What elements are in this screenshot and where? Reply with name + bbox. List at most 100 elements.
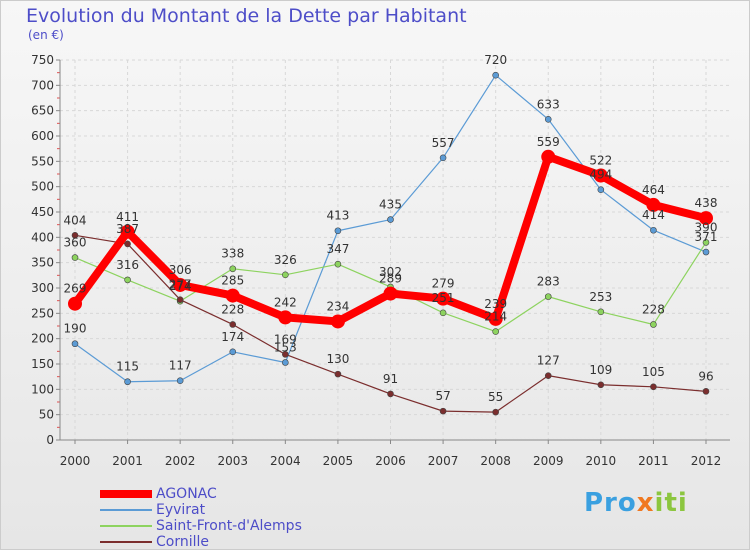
data-point-saint-front-d-alemps [334, 260, 342, 268]
data-label-cornille: 169 [274, 332, 297, 346]
legend-swatch-eyvirat [100, 509, 152, 511]
x-tick-label: 2009 [533, 454, 564, 468]
data-label-saint-front-d-alemps: 283 [537, 275, 560, 289]
data-label-eyvirat: 117 [169, 359, 192, 373]
y-tick-label: 500 [31, 180, 54, 194]
data-point-agonac [68, 296, 82, 311]
x-tick-label: 2003 [217, 454, 248, 468]
data-label-agonac: 289 [379, 272, 402, 286]
y-tick-label: 550 [31, 154, 54, 168]
data-point-eyvirat [71, 340, 79, 348]
data-label-saint-front-d-alemps: 338 [221, 247, 244, 261]
y-tick-label: 250 [31, 306, 54, 320]
data-point-saint-front-d-alemps [492, 328, 499, 335]
data-point-agonac [541, 149, 556, 164]
y-tick-label: 400 [31, 230, 54, 244]
data-point-eyvirat [702, 248, 710, 256]
chart-title: Evolution du Montant de la Dette par Hab… [26, 5, 467, 27]
y-tick-label: 300 [31, 281, 54, 295]
data-label-agonac: 242 [274, 295, 297, 309]
y-tick-label: 750 [31, 53, 54, 67]
data-label-eyvirat: 435 [379, 198, 402, 212]
x-tick-label: 2000 [60, 454, 91, 468]
data-point-agonac [330, 314, 345, 329]
logo-part-1: Pro [584, 488, 637, 518]
data-label-agonac: 285 [221, 274, 244, 288]
data-point-eyvirat [492, 71, 499, 79]
data-label-cornille: 387 [116, 222, 139, 236]
data-label-agonac: 411 [116, 210, 139, 224]
y-tick-label: 450 [31, 205, 54, 219]
data-label-cornille: 55 [488, 390, 503, 404]
data-point-eyvirat [387, 216, 394, 223]
data-label-saint-front-d-alemps: 390 [695, 220, 718, 234]
data-label-agonac: 559 [537, 135, 560, 149]
data-point-saint-front-d-alemps [439, 309, 447, 317]
data-label-cornille: 109 [589, 363, 612, 377]
data-point-agonac [646, 197, 661, 212]
data-label-saint-front-d-alemps: 302 [379, 265, 402, 279]
data-point-cornille [650, 383, 657, 391]
x-tick-label: 2004 [270, 454, 301, 468]
logo-part-3: iti [654, 488, 688, 518]
data-point-cornille [544, 372, 552, 379]
data-point-saint-front-d-alemps [282, 271, 289, 279]
x-tick-label: 2006 [375, 454, 406, 468]
data-point-agonac [488, 311, 503, 326]
data-point-cornille [439, 407, 447, 415]
data-label-eyvirat: 413 [326, 209, 349, 223]
data-label-cornille: 127 [537, 354, 560, 368]
x-tick-label: 2001 [112, 454, 143, 468]
data-label-cornille: 228 [221, 302, 244, 316]
data-label-agonac: 269 [64, 282, 87, 296]
data-point-agonac [120, 224, 135, 239]
data-label-agonac: 464 [642, 183, 665, 197]
data-label-eyvirat: 190 [64, 322, 87, 336]
axes: 0 50 100 150 200 250 300 350 400 450 500 550 600 650 7… [31, 53, 730, 468]
data-point-cornille [597, 381, 605, 389]
data-point-eyvirat [229, 348, 237, 356]
data-label-saint-front-d-alemps: 360 [64, 236, 87, 250]
data-label-saint-front-d-alemps: 228 [642, 302, 665, 316]
data-point-cornille [71, 232, 79, 239]
data-point-eyvirat [439, 154, 447, 162]
data-point-agonac [173, 277, 188, 292]
data-point-saint-front-d-alemps [544, 293, 552, 300]
data-label-saint-front-d-alemps: 347 [326, 242, 349, 256]
y-tick-label: 350 [31, 256, 54, 270]
data-label-agonac: 522 [589, 154, 612, 168]
data-point-eyvirat [597, 186, 605, 194]
data-point-agonac [593, 168, 608, 183]
data-point-cornille [229, 321, 237, 328]
data-label-eyvirat: 115 [116, 360, 139, 374]
data-label-saint-front-d-alemps: 214 [484, 310, 507, 324]
data-label-eyvirat: 371 [695, 230, 718, 244]
data-label-eyvirat: 633 [537, 97, 560, 111]
legend-swatch-saint-front-d-alemps [100, 525, 152, 527]
data-point-eyvirat [176, 377, 184, 385]
data-point-agonac [436, 291, 451, 306]
data-point-cornille [387, 390, 394, 398]
data-point-saint-front-d-alemps [650, 321, 657, 328]
data-label-cornille: 91 [383, 372, 398, 386]
legend-swatch-agonac [100, 490, 152, 498]
y-tick-label: 200 [31, 332, 54, 346]
data-point-cornille [492, 408, 499, 416]
series-layer [68, 71, 713, 416]
data-label-agonac: 279 [432, 277, 455, 291]
data-label-agonac: 306 [169, 263, 192, 277]
data-point-eyvirat [650, 226, 657, 234]
data-point-eyvirat [334, 227, 342, 235]
data-label-eyvirat: 494 [589, 168, 612, 182]
x-tick-label: 2005 [323, 454, 354, 468]
data-label-eyvirat: 153 [274, 340, 297, 354]
legend-label-cornille: Cornille [156, 534, 210, 550]
data-point-cornille [282, 351, 289, 358]
data-label-saint-front-d-alemps: 253 [589, 290, 612, 304]
data-label-agonac: 438 [695, 196, 718, 210]
data-point-saint-front-d-alemps [597, 308, 605, 316]
data-label-eyvirat: 174 [221, 330, 244, 344]
data-label-saint-front-d-alemps: 326 [274, 253, 297, 267]
